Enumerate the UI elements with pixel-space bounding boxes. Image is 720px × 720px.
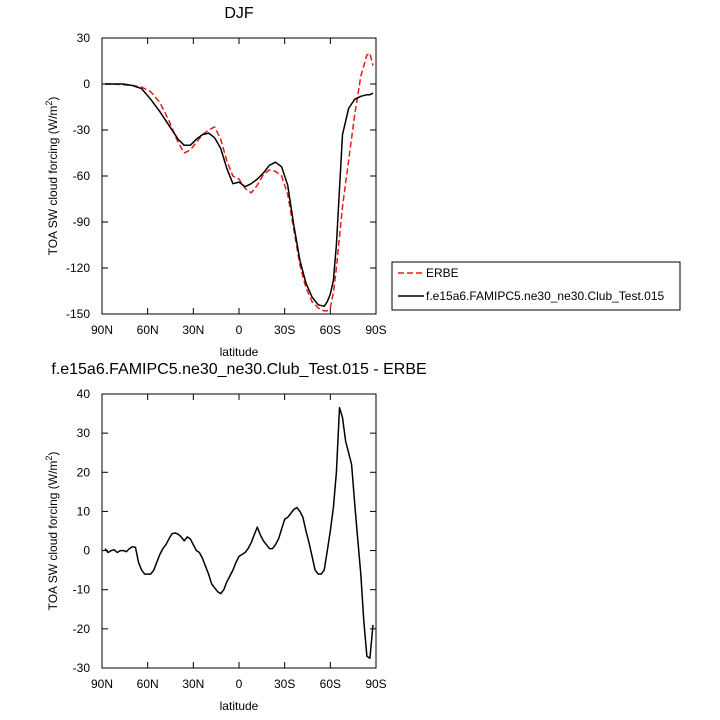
legend: ERBE f.e15a6.FAMIPC5.ne30_ne30.Club_Test… bbox=[391, 261, 681, 311]
legend-box bbox=[391, 261, 681, 311]
top-y-tick-label: -30 bbox=[73, 123, 91, 137]
bottom-y-tick-label: 10 bbox=[77, 504, 91, 518]
top-x-tick-label: 90S bbox=[365, 323, 386, 337]
bottom-x-tick-label: 60N bbox=[137, 677, 159, 691]
bottom-y-tick-label: 20 bbox=[77, 465, 91, 479]
top-x-tick-label: 0 bbox=[236, 323, 243, 337]
top-x-tick-label: 90N bbox=[91, 323, 113, 337]
bottom-x-tick-label: 30N bbox=[182, 677, 204, 691]
bottom-x-tick-label: 0 bbox=[236, 677, 243, 691]
top-x-tick-label: 60S bbox=[320, 323, 341, 337]
bottom-y-tick-label: 40 bbox=[77, 387, 91, 401]
top-y-tick-label: 30 bbox=[77, 31, 91, 45]
bottom-y-tick-label: -10 bbox=[73, 583, 91, 597]
top-plot-frame bbox=[101, 37, 377, 315]
bottom-x-tick-label: 90S bbox=[365, 677, 386, 691]
bottom-x-tick-label: 30S bbox=[274, 677, 295, 691]
top-y-tick-label: -60 bbox=[73, 169, 91, 183]
bottom-y-label-main: TOA SW cloud forcing (W/m bbox=[46, 461, 60, 611]
bottom-panel: f.e15a6.FAMIPC5.ne30_ne30.Club_Test.015 … bbox=[44, 361, 427, 713]
top-x-tick-label: 30N bbox=[182, 323, 204, 337]
top-panel: DJF 90N 60N 30N 0 30S 60S 90S 30 0 -30 -60 -90 -120 -… bbox=[44, 5, 387, 359]
top-chart-title: DJF bbox=[224, 5, 254, 22]
top-y-label-sup: 2 bbox=[44, 101, 54, 106]
bottom-series-line-0 bbox=[104, 406, 374, 659]
top-y-tick-label: -90 bbox=[73, 215, 91, 229]
bottom-x-tick-label: 60S bbox=[320, 677, 341, 691]
top-y-tick-label: 0 bbox=[83, 77, 90, 91]
top-axis-ticks: 90N 60N 30N 0 30S 60S 90S 30 0 -30 -60 -90 -120 -150 bbox=[66, 31, 387, 337]
top-y-label-main: TOA SW cloud forcing (W/m bbox=[46, 106, 60, 256]
top-series-line-1 bbox=[105, 83, 374, 308]
bottom-y-tick-label: 0 bbox=[83, 544, 90, 558]
legend-label-erbe: ERBE bbox=[426, 266, 459, 280]
bottom-plot-frame bbox=[101, 393, 377, 669]
top-x-tick-label: 60N bbox=[137, 323, 159, 337]
top-y-tick-label: -120 bbox=[66, 261, 90, 275]
top-series-line-0 bbox=[105, 52, 374, 312]
legend-label-model: f.e15a6.FAMIPC5.ne30_ne30.Club_Test.015 bbox=[426, 289, 664, 303]
bottom-y-tick-label: 30 bbox=[77, 426, 91, 440]
bottom-y-tick-label: -20 bbox=[73, 622, 91, 636]
bottom-axis-ticks: 90N 60N 30N 0 30S 60S 90S 40 30 20 10 0 -10 -20 -30 bbox=[73, 387, 387, 691]
bottom-y-label-close: ) bbox=[46, 452, 60, 456]
top-series-group bbox=[105, 52, 374, 312]
top-y-axis-label: TOA SW cloud forcing (W/m2) bbox=[44, 97, 60, 256]
bottom-y-tick-label: -30 bbox=[73, 661, 91, 675]
top-x-axis-label: latitude bbox=[220, 345, 259, 359]
top-y-label-close: ) bbox=[46, 97, 60, 101]
bottom-x-tick-label: 90N bbox=[91, 677, 113, 691]
top-x-tick-label: 30S bbox=[274, 323, 295, 337]
bottom-series-group bbox=[104, 406, 374, 659]
bottom-x-axis-label: latitude bbox=[220, 699, 259, 713]
bottom-chart-title: f.e15a6.FAMIPC5.ne30_ne30.Club_Test.015 … bbox=[51, 361, 426, 378]
top-y-tick-label: -150 bbox=[66, 307, 90, 321]
bottom-y-label-sup: 2 bbox=[44, 456, 54, 461]
bottom-y-axis-label: TOA SW cloud forcing (W/m2) bbox=[44, 452, 60, 611]
